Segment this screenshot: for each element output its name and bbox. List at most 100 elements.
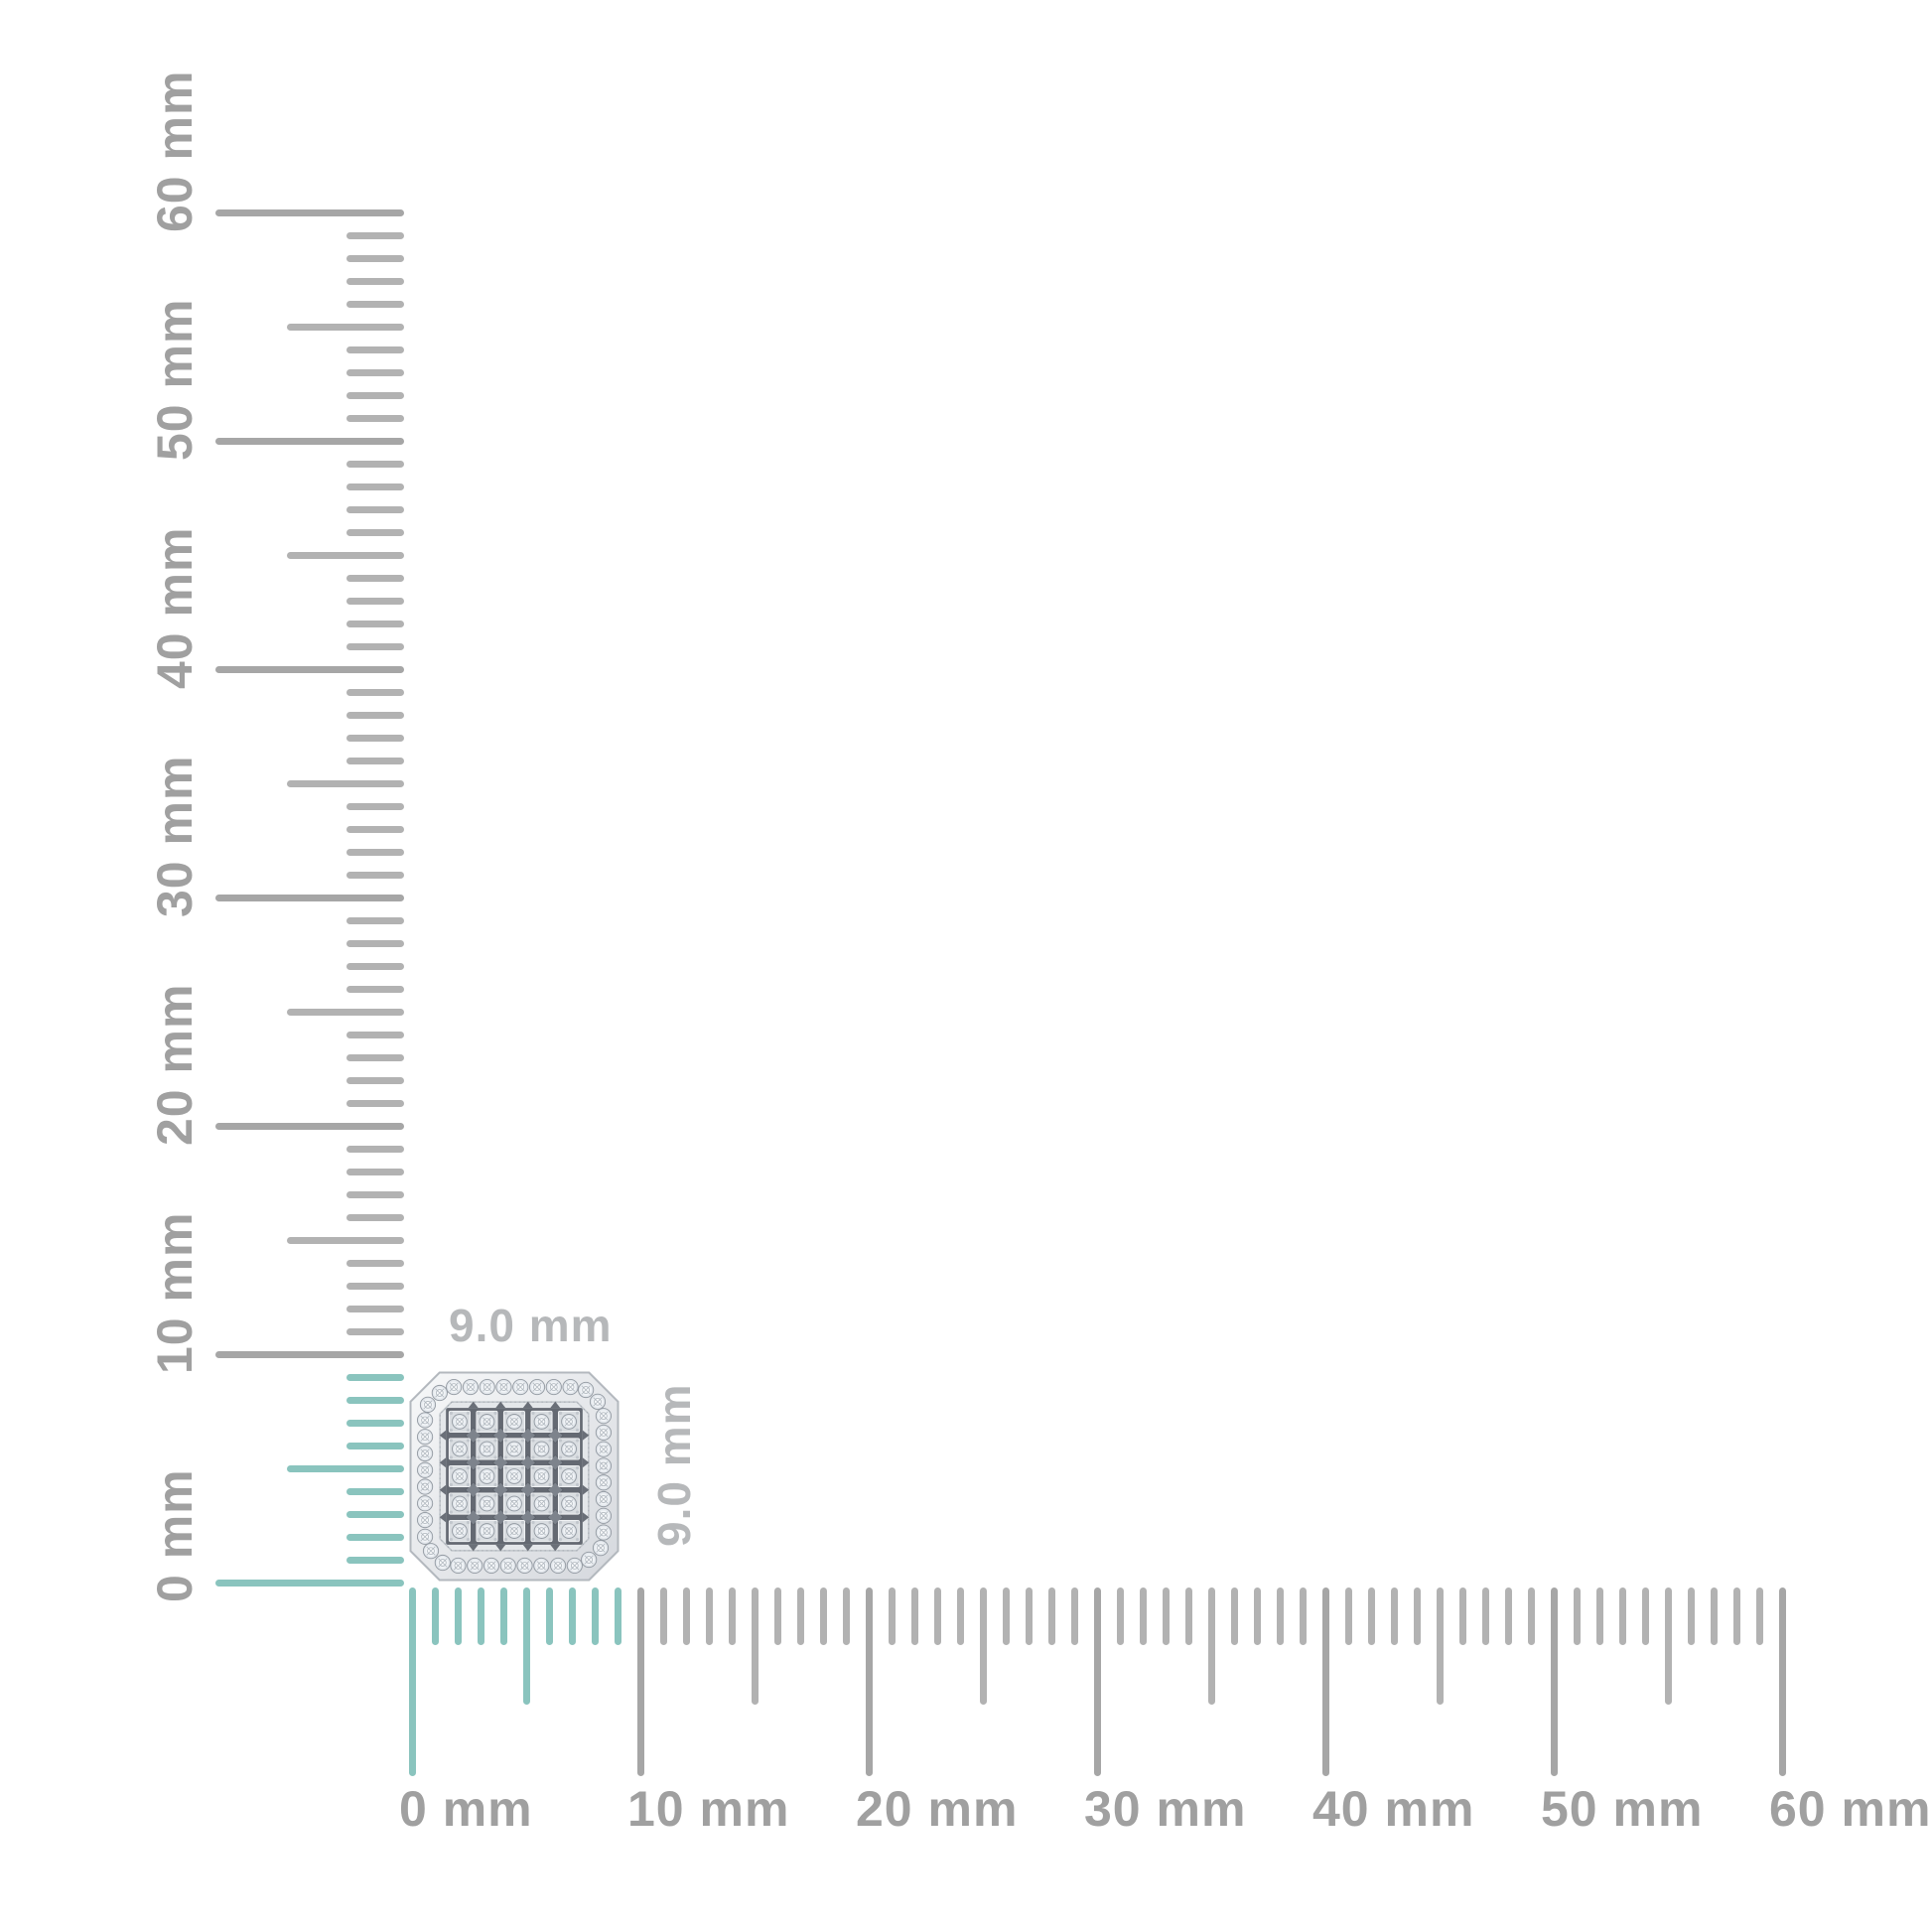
stone-table <box>421 1433 429 1442</box>
stone-table <box>585 1556 593 1564</box>
stone-table <box>510 1472 518 1480</box>
channel-tip <box>522 1401 533 1409</box>
channel-tip <box>468 1401 479 1409</box>
stone-facet <box>420 1515 430 1525</box>
stone-facet <box>455 1499 465 1508</box>
stone-table <box>421 1482 429 1491</box>
channel-tip <box>439 1484 447 1495</box>
stone-table <box>487 1562 495 1570</box>
h-tick-6mm <box>545 1587 553 1645</box>
v-tick-41mm <box>346 642 404 650</box>
prong <box>558 1465 563 1470</box>
diamond-stone <box>419 1396 437 1413</box>
prong <box>477 1411 481 1416</box>
v-tick-50mm <box>215 437 404 445</box>
prong <box>466 1465 471 1470</box>
stone-facet <box>466 1382 476 1392</box>
v-tick-16mm <box>346 1213 404 1221</box>
stone-facet <box>498 1382 508 1392</box>
stone-table <box>421 1533 429 1541</box>
v-tick-17mm <box>346 1190 404 1198</box>
prong <box>503 1411 508 1416</box>
stone-table <box>467 1383 475 1391</box>
v-tick-56mm <box>346 300 404 308</box>
stone-table <box>456 1418 464 1426</box>
h-tick-60mm <box>1778 1587 1786 1776</box>
v-tick-54mm <box>346 345 404 353</box>
prong <box>558 1520 563 1525</box>
prong <box>503 1493 508 1497</box>
prong <box>520 1411 525 1416</box>
v-tick-32mm <box>346 848 404 856</box>
prong <box>575 1411 580 1416</box>
v-tick-33mm <box>346 825 404 833</box>
prong <box>466 1537 471 1542</box>
diamond-stone <box>595 1524 613 1541</box>
stone-table <box>450 1383 458 1391</box>
v-ruler-label-40mm: 40 mm <box>147 526 203 689</box>
h-tick-41mm <box>1344 1587 1352 1645</box>
h-tick-57mm <box>1710 1587 1718 1645</box>
prong <box>477 1510 481 1514</box>
stone-facet <box>455 1526 465 1536</box>
v-tick-23mm <box>346 1053 404 1061</box>
channel-tip <box>550 1401 561 1409</box>
prong <box>520 1465 525 1470</box>
diamond-stone <box>561 1495 577 1512</box>
prong <box>466 1428 471 1433</box>
stone-facet <box>564 1526 574 1536</box>
stone-table <box>454 1562 463 1570</box>
diamond-stone <box>561 1468 577 1484</box>
diamond-stone <box>495 1378 512 1396</box>
prong <box>493 1510 497 1514</box>
stone-facet <box>599 1428 609 1438</box>
stone-table <box>456 1527 464 1535</box>
stone-table <box>571 1562 579 1570</box>
diamond-stone <box>450 1557 467 1575</box>
v-tick-29mm <box>346 916 404 924</box>
prong <box>575 1510 580 1514</box>
stone-facet <box>532 1382 542 1392</box>
diamond-stone <box>479 1468 495 1484</box>
stone-table <box>439 1559 447 1567</box>
stone-table <box>582 1386 590 1394</box>
stone-facet <box>599 1511 609 1521</box>
diamond-stone <box>533 1414 550 1430</box>
diamond-stone <box>416 1528 434 1545</box>
stone-table <box>483 1418 491 1426</box>
diamond-stone <box>446 1378 463 1396</box>
prong <box>493 1482 497 1487</box>
stone-facet <box>536 1561 546 1571</box>
stone-facet <box>483 1526 491 1536</box>
stone-table <box>537 1499 546 1508</box>
diamond-stone <box>581 1551 598 1569</box>
stone-table <box>600 1445 608 1453</box>
stone-table <box>503 1562 512 1570</box>
stone-facet <box>453 1561 463 1571</box>
v-ruler-label-60mm: 60 mm <box>147 69 203 232</box>
prong <box>575 1520 580 1525</box>
h-tick-52mm <box>1595 1587 1603 1645</box>
stone-table <box>554 1562 562 1570</box>
diamond-stone <box>595 1457 613 1474</box>
channel-tip <box>582 1484 590 1495</box>
stone-table <box>436 1389 444 1397</box>
stone-table <box>600 1511 608 1520</box>
v-tick-10mm <box>215 1350 404 1358</box>
prong <box>548 1428 552 1433</box>
channel-tip <box>522 1544 533 1552</box>
h-ruler-label-20mm: 20 mm <box>856 1781 1019 1837</box>
prong <box>520 1537 525 1542</box>
diamond-stone <box>561 1441 577 1457</box>
prong <box>558 1439 563 1443</box>
diamond-stone <box>462 1378 480 1396</box>
v-tick-3mm <box>346 1510 404 1518</box>
h-ruler-label-40mm: 40 mm <box>1312 1781 1475 1837</box>
v-tick-0mm <box>215 1579 404 1587</box>
h-tick-23mm <box>933 1587 941 1645</box>
stone-table <box>499 1383 508 1391</box>
prong <box>548 1493 552 1497</box>
stone-facet <box>455 1445 465 1453</box>
h-tick-35mm <box>1207 1587 1215 1705</box>
